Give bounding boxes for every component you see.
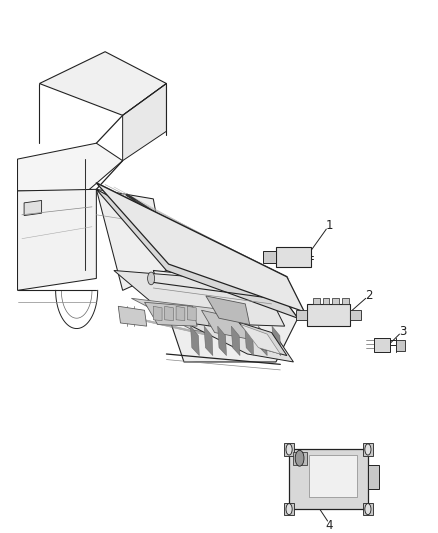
Polygon shape bbox=[145, 302, 197, 326]
Polygon shape bbox=[153, 306, 162, 320]
Polygon shape bbox=[187, 306, 196, 320]
Polygon shape bbox=[96, 189, 166, 290]
Polygon shape bbox=[245, 326, 254, 356]
Polygon shape bbox=[363, 503, 373, 515]
Circle shape bbox=[286, 504, 292, 515]
Circle shape bbox=[148, 272, 155, 285]
Polygon shape bbox=[165, 306, 173, 320]
Polygon shape bbox=[350, 310, 361, 320]
Text: 1: 1 bbox=[325, 220, 333, 232]
Polygon shape bbox=[18, 189, 96, 290]
Polygon shape bbox=[263, 251, 276, 263]
Circle shape bbox=[295, 450, 304, 466]
Polygon shape bbox=[313, 298, 320, 304]
Circle shape bbox=[286, 444, 292, 455]
Polygon shape bbox=[18, 143, 123, 191]
Polygon shape bbox=[241, 325, 280, 354]
Polygon shape bbox=[96, 189, 298, 318]
Polygon shape bbox=[191, 326, 199, 356]
Polygon shape bbox=[332, 298, 339, 304]
Polygon shape bbox=[96, 183, 304, 312]
Polygon shape bbox=[323, 298, 329, 304]
Polygon shape bbox=[284, 443, 294, 456]
Polygon shape bbox=[153, 270, 298, 362]
Polygon shape bbox=[39, 52, 166, 115]
Polygon shape bbox=[258, 326, 267, 356]
Circle shape bbox=[365, 444, 371, 455]
Text: 2: 2 bbox=[365, 289, 373, 302]
Polygon shape bbox=[218, 326, 226, 356]
Polygon shape bbox=[114, 270, 285, 326]
Polygon shape bbox=[176, 306, 185, 320]
Polygon shape bbox=[284, 503, 294, 515]
Polygon shape bbox=[396, 340, 405, 351]
Polygon shape bbox=[307, 304, 350, 326]
Polygon shape bbox=[342, 298, 349, 304]
Polygon shape bbox=[374, 338, 390, 352]
Text: 4: 4 bbox=[325, 519, 333, 531]
Text: 3: 3 bbox=[399, 325, 406, 338]
Polygon shape bbox=[276, 247, 311, 266]
Polygon shape bbox=[368, 465, 379, 489]
Polygon shape bbox=[231, 326, 240, 356]
Polygon shape bbox=[293, 452, 307, 465]
Polygon shape bbox=[309, 455, 357, 497]
Polygon shape bbox=[24, 200, 42, 215]
Polygon shape bbox=[206, 296, 250, 325]
Polygon shape bbox=[184, 322, 293, 362]
Polygon shape bbox=[123, 84, 166, 160]
Polygon shape bbox=[239, 322, 287, 356]
Polygon shape bbox=[296, 310, 307, 320]
Polygon shape bbox=[201, 310, 252, 340]
Polygon shape bbox=[289, 449, 368, 509]
Polygon shape bbox=[131, 298, 245, 338]
Polygon shape bbox=[272, 326, 281, 356]
Polygon shape bbox=[118, 306, 147, 326]
Polygon shape bbox=[204, 326, 213, 356]
Circle shape bbox=[365, 504, 371, 515]
Polygon shape bbox=[363, 443, 373, 456]
